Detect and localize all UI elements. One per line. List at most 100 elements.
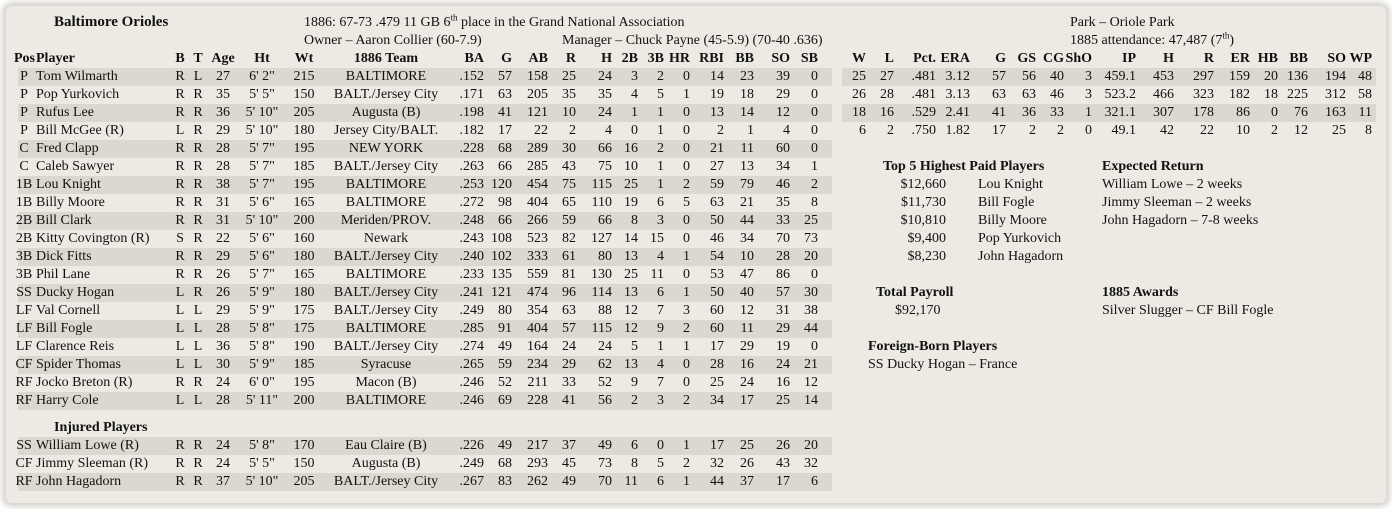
stat-cell: 160 bbox=[293, 231, 315, 246]
stat-cell: 5' 5" bbox=[249, 87, 275, 102]
stat-cell: 293 bbox=[527, 456, 548, 471]
table-row: LF Bill Fogle L L 28 5' 8" 175 BALTIMORE .285 91 4… bbox=[6, 320, 1386, 338]
stat-cell: 20 bbox=[804, 249, 818, 264]
stat-cell: 14 bbox=[710, 69, 724, 84]
stat-cell: 6 bbox=[657, 285, 664, 300]
stat-cell: .481 bbox=[911, 69, 937, 84]
stat-cell: L bbox=[175, 285, 185, 300]
stat-cell: 10 bbox=[562, 105, 576, 120]
stat-cell: 22 bbox=[534, 123, 548, 138]
stat-cell: 25 bbox=[1332, 123, 1346, 138]
stat-cell: 5 bbox=[657, 456, 664, 471]
stat-cell: 57 bbox=[498, 69, 512, 84]
stat-cell: 14 bbox=[740, 105, 754, 120]
stat-cell: 1 bbox=[657, 177, 664, 192]
stat-cell: 59 bbox=[710, 177, 724, 192]
stat-cell: .248 bbox=[459, 213, 485, 228]
player-name: Jimmy Sleeman (R) bbox=[36, 456, 148, 471]
stat-cell: 158 bbox=[527, 69, 548, 84]
stat-cell: 63 bbox=[992, 87, 1006, 102]
stat-cell: C bbox=[19, 141, 29, 156]
stat-cell: R bbox=[175, 141, 185, 156]
stat-cell: 91 bbox=[498, 321, 512, 336]
stat-cell: 165 bbox=[293, 267, 315, 282]
stat-cell: 5' 5" bbox=[249, 456, 275, 471]
stat-cell: 63 bbox=[498, 87, 512, 102]
table-row: 3B Dick Fitts R R 29 5' 6" 180 BALT./Jersey Cit… bbox=[6, 248, 1386, 266]
stat-cell: 25 bbox=[852, 69, 866, 84]
stat-cell: 13 bbox=[624, 285, 638, 300]
stat-cell: 180 bbox=[293, 123, 315, 138]
stat-cell: 5' 9" bbox=[249, 357, 275, 372]
column-header: SB bbox=[800, 51, 818, 66]
player-name: Jocko Breton (R) bbox=[36, 375, 133, 390]
award-item: Silver Slugger – CF Bill Fogle bbox=[1102, 303, 1274, 318]
column-header: AB bbox=[528, 51, 548, 66]
stat-cell: .265 bbox=[459, 357, 485, 372]
stat-cell: 7 bbox=[657, 375, 664, 390]
stat-cell: 28 bbox=[776, 249, 790, 264]
row-shade bbox=[18, 473, 832, 491]
stat-cell: 49 bbox=[498, 438, 512, 453]
stat-cell: 178 bbox=[1193, 105, 1214, 120]
stat-cell: 5' 6" bbox=[249, 231, 275, 246]
stat-cell: 289 bbox=[527, 141, 548, 156]
salary-player: Lou Knight bbox=[978, 177, 1043, 192]
expected-return-title: Expected Return bbox=[1102, 159, 1204, 174]
stat-cell: 30 bbox=[216, 357, 230, 372]
stat-cell: 159 bbox=[1229, 69, 1250, 84]
stat-cell: 86 bbox=[1236, 105, 1250, 120]
stat-cell: 6' 0" bbox=[249, 375, 275, 390]
stat-cell: 25 bbox=[740, 438, 754, 453]
stat-cell: 2 bbox=[717, 123, 724, 138]
stat-cell: 12 bbox=[740, 303, 754, 318]
stat-cell: .228 bbox=[459, 141, 485, 156]
column-header: ShO bbox=[1065, 51, 1092, 66]
stat-cell: 73 bbox=[598, 456, 612, 471]
player-name: Bill McGee (R) bbox=[36, 123, 124, 138]
stat-cell: 86 bbox=[776, 267, 790, 282]
stat-cell: 0 bbox=[683, 159, 690, 174]
stat-cell: 98 bbox=[498, 195, 512, 210]
stat-cell: 35 bbox=[776, 195, 790, 210]
stat-cell: 44 bbox=[740, 213, 754, 228]
row-shade bbox=[18, 248, 832, 266]
stat-cell: 22 bbox=[216, 231, 230, 246]
stat-cell: Macon (B) bbox=[355, 375, 417, 390]
column-header: HR bbox=[669, 51, 690, 66]
stat-cell: .249 bbox=[459, 456, 485, 471]
stat-cell: 21 bbox=[710, 141, 724, 156]
stat-cell: 121 bbox=[491, 285, 512, 300]
stat-cell: 66 bbox=[598, 213, 612, 228]
attendance: 1885 attendance: 47,487 (7th) bbox=[1070, 31, 1235, 50]
stat-cell: 68 bbox=[498, 141, 512, 156]
stat-cell: 0 bbox=[811, 87, 818, 102]
table-row: 3B Phil Lane R R 26 5' 7" 165 BALTIMORE .233 135 5… bbox=[6, 266, 1386, 284]
expected-return-item: Jimmy Sleeman – 2 weeks bbox=[1102, 195, 1252, 210]
stat-cell: 3 bbox=[657, 213, 664, 228]
stat-cell: 13 bbox=[624, 249, 638, 264]
stat-cell: .750 bbox=[911, 123, 937, 138]
stat-cell: 33 bbox=[562, 375, 576, 390]
stat-cell: 2 bbox=[811, 177, 818, 192]
stat-cell: 217 bbox=[527, 438, 548, 453]
stat-cell: .481 bbox=[911, 87, 937, 102]
stat-cell: 61 bbox=[562, 249, 576, 264]
player-name: Billy Moore bbox=[36, 195, 105, 210]
player-name: Bill Clark bbox=[36, 213, 92, 228]
stat-cell: 48 bbox=[1358, 69, 1372, 84]
stat-cell: 136 bbox=[1287, 69, 1308, 84]
column-header: BB bbox=[735, 51, 754, 66]
stat-cell: 79 bbox=[740, 177, 754, 192]
stat-cell: RF bbox=[15, 375, 33, 390]
attendance-end: ) bbox=[1229, 33, 1235, 48]
stat-cell: BALTIMORE bbox=[345, 321, 427, 336]
stat-cell: 32 bbox=[710, 456, 724, 471]
column-header: B bbox=[175, 51, 185, 66]
stat-cell: 2 bbox=[1057, 123, 1064, 138]
stat-cell: R bbox=[175, 456, 185, 471]
stat-cell: 50 bbox=[710, 285, 724, 300]
stat-cell: 39 bbox=[776, 69, 790, 84]
stat-cell: 354 bbox=[527, 303, 548, 318]
stat-cell: 17 bbox=[498, 123, 512, 138]
